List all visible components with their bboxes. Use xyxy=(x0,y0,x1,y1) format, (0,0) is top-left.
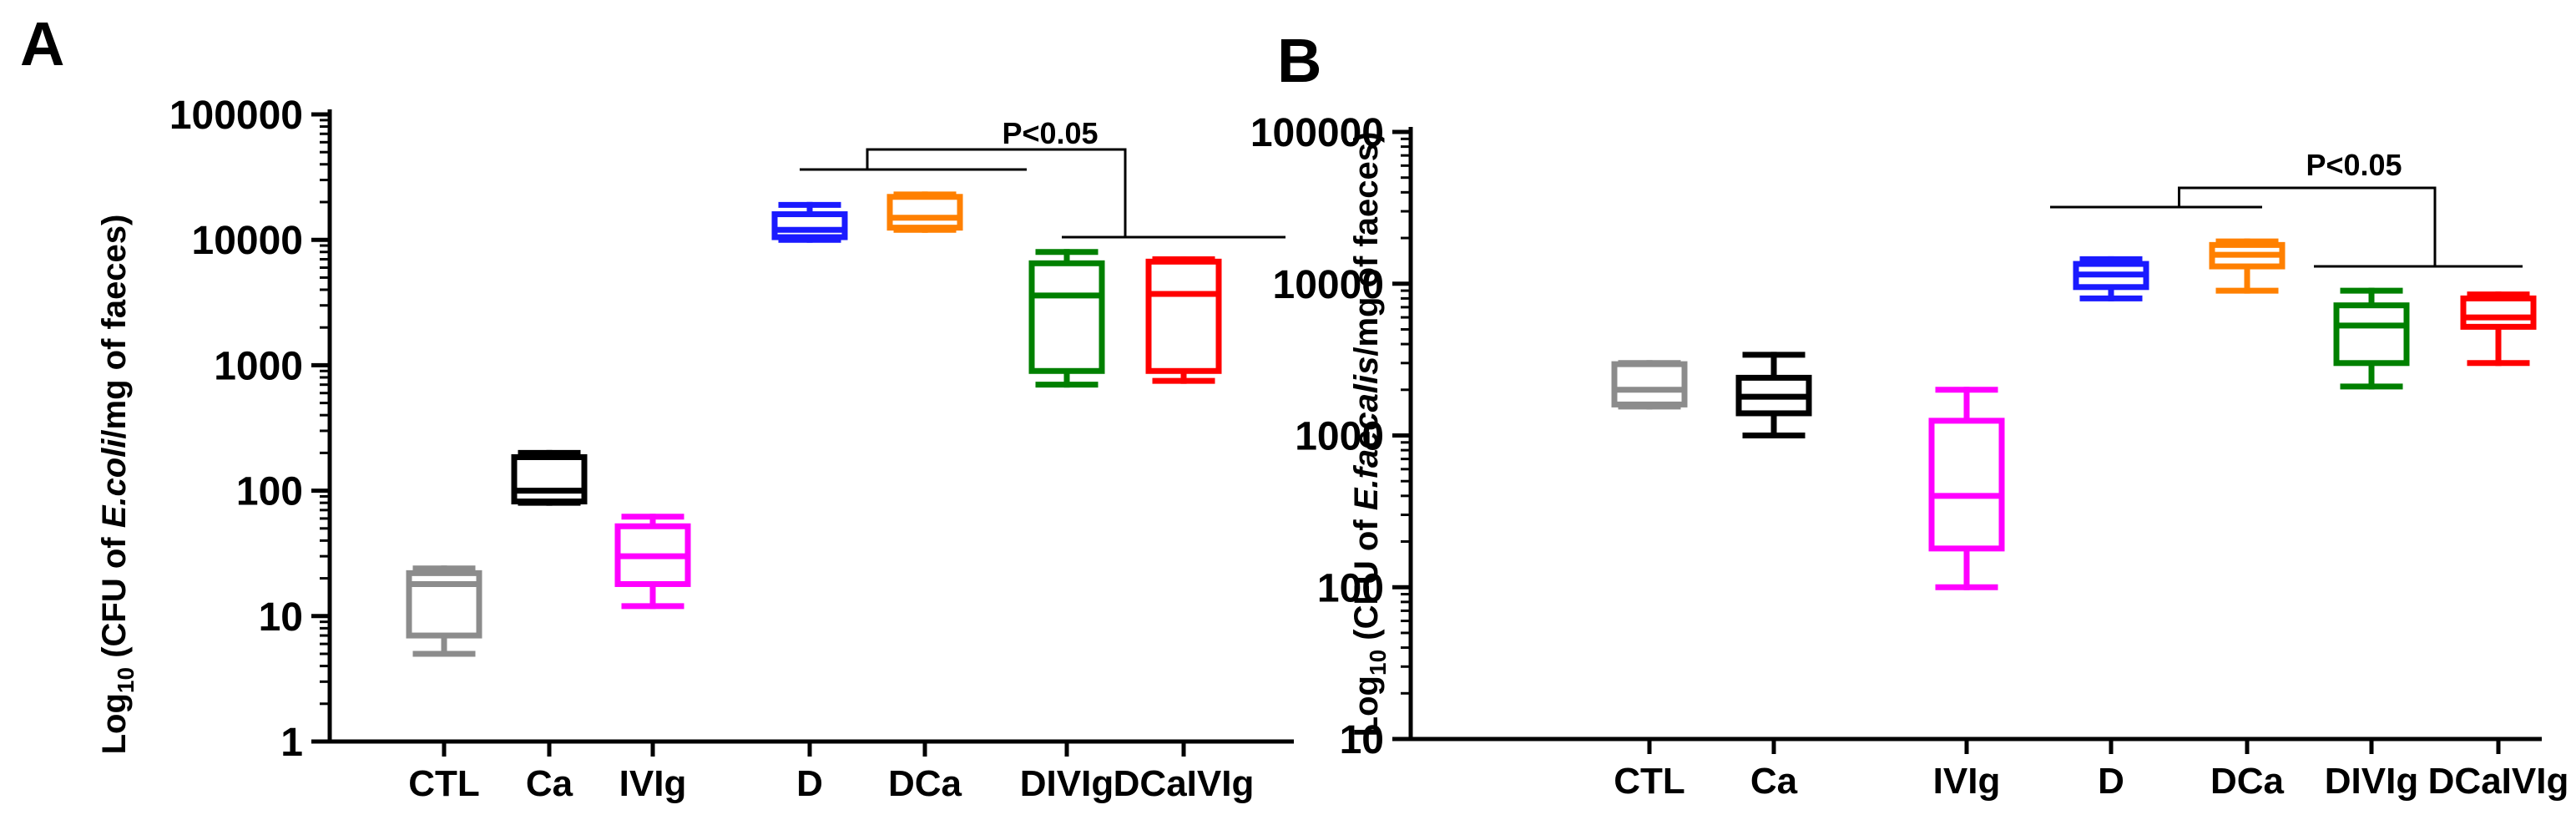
y-label-organism: E.faecalis xyxy=(1348,357,1385,511)
x-tick-label: DCaIVIg xyxy=(2428,761,2569,802)
box-d xyxy=(2073,256,2149,301)
box-iqr xyxy=(2460,295,2537,330)
x-tick-label: DCa xyxy=(888,763,962,804)
y-label-subscript: 10 xyxy=(113,667,139,693)
x-tick-label: DCa xyxy=(2210,761,2285,802)
y-label-pre: (CFU of xyxy=(96,528,133,667)
significance-bracket xyxy=(800,148,1285,239)
x-tick-label: DIVIg xyxy=(2325,761,2418,802)
x-tick-label: IVIg xyxy=(619,763,687,804)
y-tick-label: 1000 xyxy=(214,344,303,388)
y-tick-label: 100000 xyxy=(1250,111,1384,155)
axes: 1 10 100 1000 10000 100000 CTL Ca IVIg D DCa DIVIg D… xyxy=(169,94,1294,804)
x-tick-label: DIVIg xyxy=(1020,763,1114,804)
y-tick-label: 100000 xyxy=(169,94,303,138)
box-divig xyxy=(2333,287,2410,390)
box-ca xyxy=(1735,352,1812,438)
y-label-prefix: Log xyxy=(96,693,133,754)
y-axis-label-a: Log10 (CFU of E.coli/mg of faeces) xyxy=(96,215,139,755)
box-iqr xyxy=(1028,260,1105,374)
bracket-connector xyxy=(2178,186,2437,266)
box-d xyxy=(771,201,848,243)
box-ca xyxy=(511,449,588,506)
y-tick-label: 100 xyxy=(236,470,303,514)
box-iqr xyxy=(886,194,963,231)
box-iqr xyxy=(771,211,848,240)
x-tick-label: Ca xyxy=(1750,761,1798,802)
box-dca xyxy=(2209,238,2286,294)
panel-letter-a: A xyxy=(20,9,64,78)
significance-bracket xyxy=(2050,186,2523,268)
p-value-label: P<0.05 xyxy=(1002,116,1098,150)
panel-b: B Log10 (CFU of E.faecalis/mg of faeces)… xyxy=(1250,26,2569,802)
axes: 10 100 1000 10000 100000 CTL Ca IVIg D DCa DIVIg DC… xyxy=(1250,111,2569,802)
box-iqr xyxy=(1611,361,1688,407)
box-iqr xyxy=(511,453,588,505)
x-tick-label: CTL xyxy=(408,763,480,804)
box-ctl xyxy=(1611,360,1688,410)
box-dcaivig xyxy=(2460,291,2537,367)
box-iqr xyxy=(1145,258,1222,374)
y-label-pre: (CFU of xyxy=(1348,510,1385,650)
box-iqr xyxy=(2333,302,2410,367)
y-label-post: /mg of faeces) xyxy=(96,215,133,439)
y-tick-label: 10000 xyxy=(192,219,303,263)
box-divig xyxy=(1028,249,1105,388)
plot-area-a: 1 10 100 1000 10000 100000 CTL Ca IVIg D DCa DIVIg D… xyxy=(169,94,1294,804)
box-ivig xyxy=(1928,387,2005,590)
x-tick-label: CTL xyxy=(1614,761,1685,802)
y-label-organism: E.coli xyxy=(96,438,133,529)
box-ivig xyxy=(614,514,691,610)
y-label-post: /mg of faeces) xyxy=(1348,132,1385,357)
y-tick-label: 100 xyxy=(1317,566,1384,610)
y-tick-label: 10 xyxy=(1340,718,1384,762)
y-label-subscript: 10 xyxy=(1365,650,1391,676)
p-value-label: P<0.05 xyxy=(2306,148,2402,182)
box-dca xyxy=(886,191,963,233)
plot-area-b: 10 100 1000 10000 100000 CTL Ca IVIg D DCa DIVIg DC… xyxy=(1250,111,2569,802)
panel-a: A Log10 (CFU of E.coli/mg of faeces) 110… xyxy=(20,9,1294,804)
y-label-prefix: Log xyxy=(1348,676,1385,736)
y-tick-label: 10000 xyxy=(1273,263,1384,307)
x-tick-label: Ca xyxy=(526,763,573,804)
y-axis-label-b: Log10 (CFU of E.faecalis/mg of faeces) xyxy=(1348,132,1391,737)
x-tick-label: D xyxy=(2098,761,2124,802)
bracket-connector xyxy=(866,148,1127,237)
y-tick-label: 10 xyxy=(259,595,303,640)
box-iqr xyxy=(1928,418,2005,552)
y-tick-label: 1 xyxy=(280,721,303,765)
x-tick-label: D xyxy=(796,763,823,804)
box-dcaivig xyxy=(1145,256,1222,384)
x-tick-label: IVIg xyxy=(1933,761,2001,802)
y-tick-label: 1000 xyxy=(1295,415,1384,459)
box-ctl xyxy=(406,565,482,657)
panel-letter-b: B xyxy=(1277,26,1321,95)
x-tick-label: DCaIVIg xyxy=(1114,763,1255,804)
